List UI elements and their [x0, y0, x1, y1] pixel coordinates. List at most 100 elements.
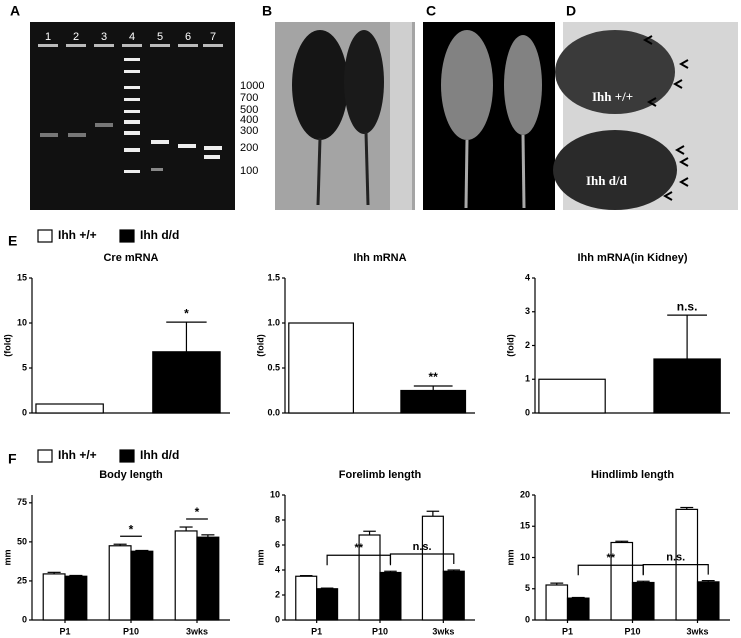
bar — [631, 581, 655, 621]
bar — [566, 597, 590, 621]
paw-photo — [553, 22, 738, 210]
paw-label: Ihh +/+ — [592, 89, 633, 104]
bar — [653, 358, 721, 414]
annotation-bracket — [642, 564, 709, 575]
y-tick-label: 0 — [525, 614, 530, 624]
chart-title: Body length — [99, 469, 163, 481]
y-tick-label: 0.5 — [267, 362, 280, 372]
y-axis-label: mm — [2, 549, 12, 565]
bar — [174, 530, 198, 621]
ladder-label: 700 — [240, 92, 258, 104]
y-tick-label: 50 — [17, 536, 27, 546]
y-tick-label: 5 — [525, 583, 530, 593]
chart-title: Hindlimb length — [591, 469, 674, 481]
bar — [288, 322, 354, 414]
chart-title: Cre mRNA — [103, 252, 158, 264]
annotation: * — [195, 505, 200, 519]
legend-label: Ihh +/+ — [58, 448, 97, 462]
bar — [196, 536, 220, 621]
legend-label: Ihh d/d — [140, 448, 179, 462]
ladder-label: 1000 — [240, 80, 264, 92]
bar — [152, 351, 221, 414]
bar — [316, 588, 339, 621]
y-tick-label: 15 — [17, 272, 27, 282]
x-tick-label: P1 — [562, 626, 573, 636]
y-axis-label: (fold) — [255, 334, 265, 357]
panel-label: F — [8, 451, 17, 467]
y-tick-label: 4 — [525, 272, 530, 282]
y-tick-label: 15 — [520, 521, 530, 531]
lane-label: 7 — [210, 31, 216, 43]
x-tick-label: 3wks — [186, 626, 208, 636]
lane-label: 2 — [73, 31, 79, 43]
y-tick-label: 6 — [275, 539, 280, 549]
x-tick-label: P10 — [372, 626, 388, 636]
legend-swatch — [37, 449, 53, 463]
panel-label: B — [262, 3, 272, 19]
annotation: ** — [355, 542, 364, 554]
y-tick-label: 10 — [17, 317, 27, 327]
x-tick-label: 3wks — [432, 626, 454, 636]
bar — [442, 570, 465, 621]
bar — [696, 581, 720, 621]
lane-label: 4 — [129, 31, 135, 43]
y-tick-label: 0 — [525, 407, 530, 417]
bar — [538, 378, 606, 414]
bar — [545, 584, 569, 621]
legend-swatch — [119, 229, 135, 243]
annotation-bracket — [389, 553, 455, 564]
legend-label: Ihh +/+ — [58, 228, 97, 242]
xray-photo — [423, 22, 555, 210]
y-tick-label: 10 — [270, 489, 280, 499]
mice-photo — [275, 22, 415, 210]
y-tick-label: 10 — [520, 552, 530, 562]
annotation: n.s. — [666, 552, 685, 564]
y-axis-label: (fold) — [2, 334, 12, 357]
ladder-label: 500 — [240, 104, 258, 116]
ladder-label: 400 — [240, 114, 258, 126]
bar — [295, 575, 318, 621]
legend-swatch — [37, 229, 53, 243]
y-axis-label: mm — [255, 549, 265, 565]
legend-label: Ihh d/d — [140, 228, 179, 242]
panel-label: D — [566, 3, 576, 19]
bar — [42, 573, 66, 621]
y-tick-label: 5 — [22, 362, 27, 372]
annotation: * — [184, 306, 189, 320]
annotation: n.s. — [677, 299, 698, 313]
y-tick-label: 1.0 — [267, 317, 280, 327]
y-tick-label: 4 — [275, 564, 280, 574]
y-tick-label: 0 — [275, 614, 280, 624]
x-tick-label: P1 — [311, 626, 322, 636]
legend-swatch — [119, 449, 135, 463]
gel-image — [30, 22, 235, 210]
y-tick-label: 1.5 — [267, 272, 280, 282]
bar — [108, 545, 132, 621]
annotation: * — [129, 522, 134, 536]
y-tick-label: 8 — [275, 514, 280, 524]
y-tick-label: 25 — [17, 575, 27, 585]
ladder-label: 200 — [240, 142, 258, 154]
bar — [130, 550, 154, 621]
panel-label: A — [10, 3, 20, 19]
x-tick-label: P1 — [59, 626, 70, 636]
y-tick-label: 75 — [17, 497, 27, 507]
y-tick-label: 3 — [525, 306, 530, 316]
x-tick-label: P10 — [123, 626, 139, 636]
y-tick-label: 0 — [22, 614, 27, 624]
x-tick-label: P10 — [624, 626, 640, 636]
chart-title: Ihh mRNA — [353, 252, 406, 264]
y-tick-label: 2 — [275, 589, 280, 599]
annotation: ** — [429, 370, 439, 384]
y-tick-label: 2 — [525, 340, 530, 350]
annotation: ** — [606, 552, 615, 564]
y-axis-label: mm — [505, 549, 515, 565]
y-axis-label: (fold) — [505, 334, 515, 357]
annotation: n.s. — [413, 541, 432, 553]
lane-label: 5 — [157, 31, 163, 43]
y-tick-label: 20 — [520, 489, 530, 499]
paw-label: Ihh d/d — [586, 173, 628, 188]
y-tick-label: 0.0 — [267, 407, 280, 417]
panel-label: E — [8, 233, 17, 249]
